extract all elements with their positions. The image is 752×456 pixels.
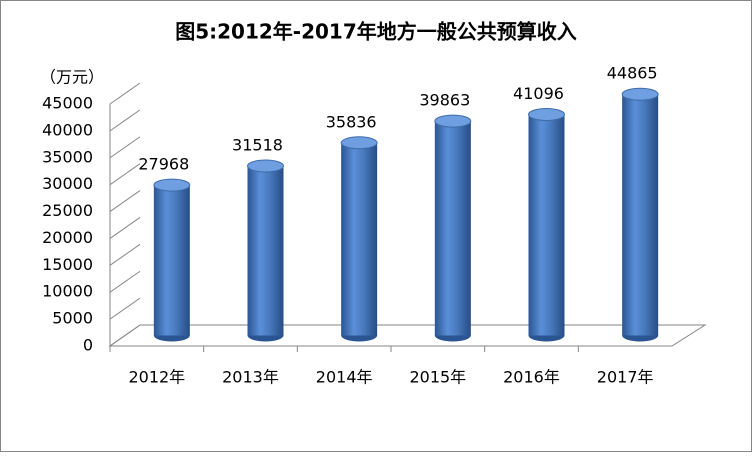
bar-top bbox=[528, 107, 565, 121]
bar-top bbox=[153, 178, 191, 192]
y-tick-label: 45000 bbox=[42, 94, 93, 113]
bar-top bbox=[340, 136, 378, 150]
y-tick-label: 35000 bbox=[42, 147, 93, 166]
x-tick-label: 2013年 bbox=[222, 368, 279, 387]
bar-top bbox=[247, 159, 284, 173]
x-tick-label: 2017年 bbox=[597, 368, 654, 387]
bar bbox=[528, 114, 565, 336]
bar bbox=[153, 185, 190, 336]
value-label: 35836 bbox=[326, 112, 377, 131]
y-tick-label: 30000 bbox=[42, 174, 93, 193]
y-tick-label: 0 bbox=[83, 336, 93, 355]
value-label: 27968 bbox=[138, 155, 189, 174]
y-tick-label: 15000 bbox=[42, 255, 93, 274]
y-tick-label: 20000 bbox=[42, 228, 93, 247]
x-tick-label: 2015年 bbox=[409, 368, 466, 387]
bar bbox=[247, 166, 284, 336]
x-tick-label: 2016年 bbox=[503, 368, 560, 387]
bar bbox=[622, 94, 659, 336]
y-axis-label: （万元） bbox=[40, 68, 104, 87]
value-label: 31518 bbox=[232, 136, 283, 155]
chart-title: 图5:2012年-2017年地方一般公共预算收入 bbox=[175, 20, 577, 44]
y-tick-label: 25000 bbox=[42, 201, 93, 220]
grid-line bbox=[109, 109, 141, 132]
value-label: 41096 bbox=[513, 84, 564, 103]
value-label: 44865 bbox=[607, 64, 658, 83]
grid-line bbox=[109, 270, 141, 293]
grid-line bbox=[109, 243, 141, 266]
grid-line bbox=[109, 82, 141, 105]
bar bbox=[341, 142, 378, 336]
grid-line bbox=[109, 217, 141, 239]
x-tick-label: 2012年 bbox=[128, 368, 185, 387]
grid-line bbox=[109, 324, 141, 347]
grid-line bbox=[109, 136, 141, 159]
x-tick-label: 2014年 bbox=[316, 368, 373, 387]
bar-top bbox=[621, 87, 659, 101]
grid-line bbox=[109, 297, 141, 320]
bar-top bbox=[434, 114, 472, 128]
grid-line bbox=[109, 163, 141, 186]
bar bbox=[434, 121, 471, 336]
y-tick-label: 40000 bbox=[42, 120, 93, 139]
y-tick-label: 5000 bbox=[52, 309, 93, 328]
grid-line bbox=[109, 190, 141, 212]
y-tick-label: 10000 bbox=[42, 282, 93, 301]
value-label: 39863 bbox=[419, 91, 470, 110]
